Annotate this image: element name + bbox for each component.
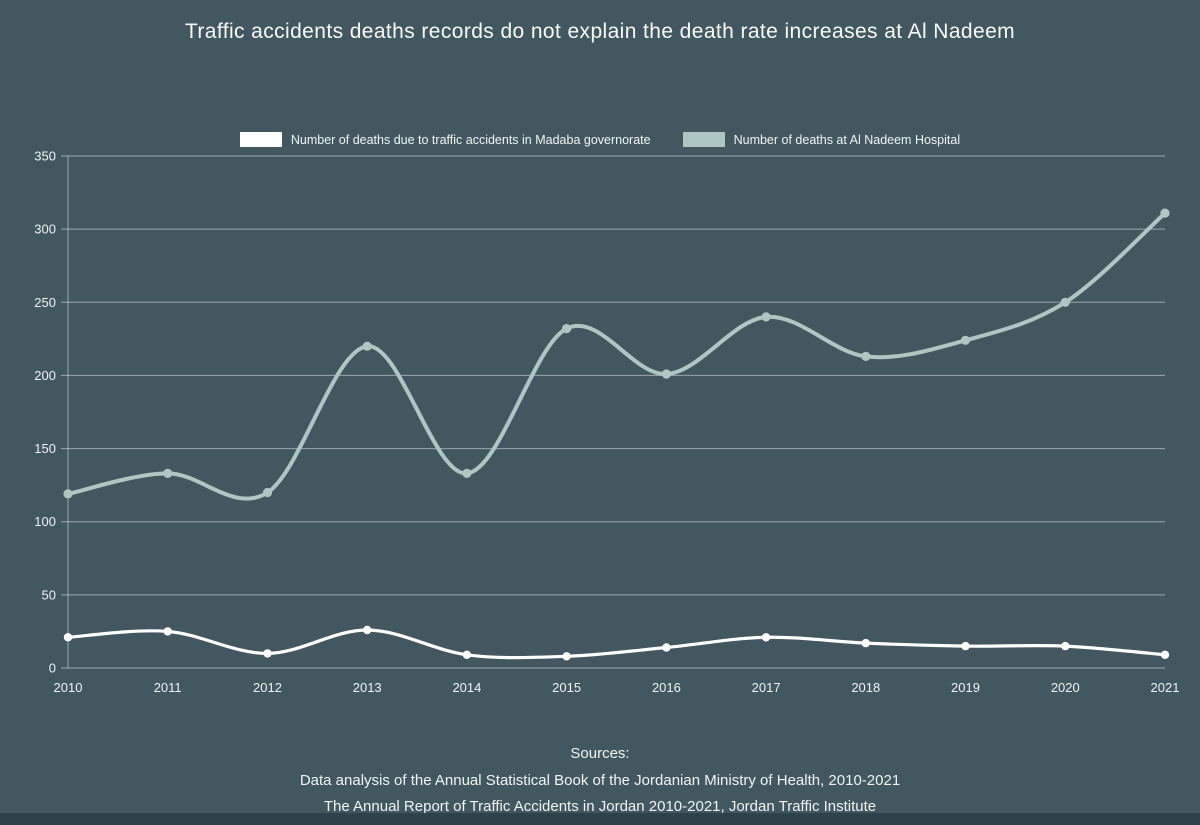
- x-tick-label: 2011: [154, 680, 182, 695]
- legend-label-madaba: Number of deaths due to traffic accident…: [290, 132, 651, 147]
- data-point-marker: [262, 487, 273, 498]
- data-point-marker: [861, 638, 870, 648]
- data-point-marker: [363, 625, 372, 635]
- x-tick-label: 2021: [1151, 680, 1180, 695]
- y-tick-label: 150: [34, 441, 56, 456]
- sources-heading: Sources:: [570, 745, 630, 762]
- data-point-marker: [1160, 208, 1170, 218]
- data-point-marker: [960, 335, 971, 345]
- x-tick-label: 2014: [452, 680, 481, 695]
- y-tick-label: 50: [42, 587, 56, 602]
- x-tick-label: 2015: [552, 680, 581, 695]
- chart-title: Traffic accidents deaths records do not …: [184, 20, 1016, 43]
- data-point-marker: [163, 468, 173, 478]
- gridlines: [61, 155, 1165, 669]
- data-point-marker: [562, 324, 572, 334]
- data-point-marker: [462, 468, 472, 478]
- x-axis-labels: 2010 2011 2012 2013 2014 2015 2016 2017 2018 2019…: [54, 680, 1180, 695]
- y-tick-label: 350: [34, 149, 56, 164]
- bottom-strip: [0, 813, 1200, 825]
- data-point-marker: [1160, 650, 1170, 659]
- data-point-marker: [263, 649, 272, 658]
- data-point-marker: [662, 643, 671, 652]
- data-point-marker: [861, 351, 871, 361]
- data-point-marker: [1061, 641, 1070, 651]
- y-tick-label: 300: [34, 222, 56, 237]
- x-tick-label: 2018: [851, 680, 880, 695]
- data-point-marker: [163, 627, 172, 636]
- x-tick-label: 2017: [752, 680, 781, 695]
- chart-legend: Number of deaths due to traffic accident…: [0, 132, 1200, 147]
- source-line-2: The Annual Report of Traffic Accidents i…: [323, 798, 877, 815]
- x-tick-label: 2010: [54, 680, 83, 695]
- source-line-1: Data analysis of the Annual Statistical …: [299, 771, 901, 789]
- series-line: [66, 211, 1167, 501]
- data-point-marker: [661, 369, 672, 379]
- data-point-marker: [761, 633, 771, 642]
- data-point-marker: [63, 633, 73, 642]
- y-tick-label: 250: [34, 295, 56, 310]
- legend-swatch-madaba: [239, 132, 282, 147]
- y-tick-label: 0: [49, 661, 56, 676]
- legend-label-nadeem: Number of deaths at Al Nadeem Hospital: [733, 132, 961, 147]
- data-point-marker: [462, 650, 472, 659]
- x-tick-label: 2019: [951, 680, 980, 695]
- series-nadeem: [63, 208, 1170, 501]
- data-point-marker: [63, 489, 73, 499]
- data-point-marker: [761, 312, 771, 322]
- y-tick-label: 100: [34, 514, 56, 529]
- legend-item-nadeem: Number of deaths at Al Nadeem Hospital: [682, 132, 961, 147]
- data-point-marker: [961, 641, 970, 651]
- legend-swatch-nadeem: [682, 132, 725, 147]
- data-point-marker: [1060, 297, 1070, 307]
- y-tick-label: 200: [34, 368, 56, 383]
- sources-block: Sources: Data analysis of the Annual Sta…: [0, 741, 1200, 821]
- series-line: [66, 628, 1167, 660]
- data-point-marker: [562, 652, 571, 661]
- y-axis-labels: 0 50 100 150 200 250 300 350: [34, 149, 56, 676]
- series-madaba: [63, 625, 1170, 661]
- data-point-marker: [362, 341, 372, 351]
- x-tick-label: 2020: [1051, 680, 1080, 695]
- legend-item-madaba: Number of deaths due to traffic accident…: [239, 132, 651, 147]
- x-tick-label: 2012: [253, 680, 282, 695]
- x-tick-label: 2013: [353, 680, 382, 695]
- x-tick-label: 2016: [652, 680, 681, 695]
